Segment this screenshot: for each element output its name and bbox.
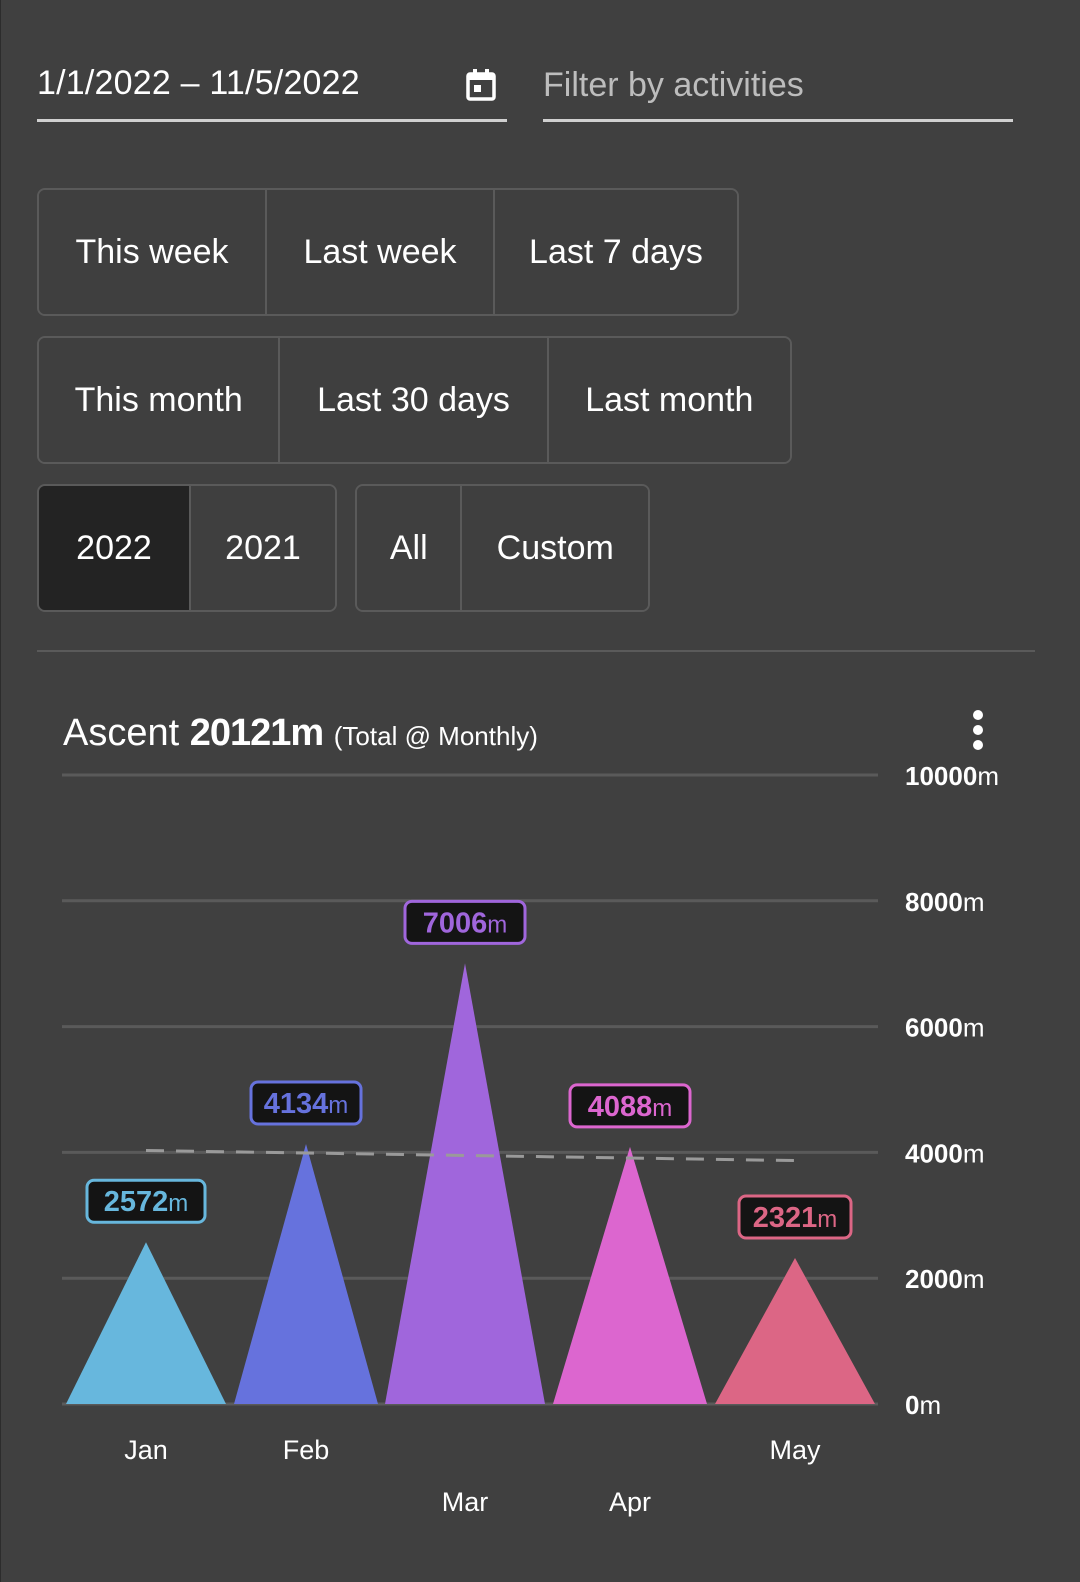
- data-label: 2572m: [104, 1186, 189, 1218]
- activity-filter-input[interactable]: [543, 62, 1003, 108]
- chart-subtitle: (Total @ Monthly): [333, 721, 538, 751]
- x-tick-label: Apr: [609, 1487, 651, 1517]
- bar-triangle: [234, 1143, 378, 1404]
- y-tick-label: 8000m: [905, 887, 985, 917]
- calendar-icon[interactable]: [465, 68, 497, 102]
- last-month-button[interactable]: Last month: [548, 338, 790, 462]
- date-range-field[interactable]: 1/1/2022 – 11/5/2022: [37, 50, 507, 122]
- y-tick-label: 4000m: [905, 1138, 985, 1168]
- more-vertical-icon[interactable]: [966, 710, 990, 758]
- year-2021-button[interactable]: 2021: [190, 486, 335, 610]
- quick-range-group-1: This week Last week Last 7 days: [37, 188, 739, 316]
- data-label-box: [85, 1178, 207, 1224]
- data-label: 7006m: [423, 907, 508, 939]
- left-edge: [0, 0, 1, 1582]
- x-tick-label: Feb: [283, 1435, 330, 1465]
- y-tick-label: 0m: [905, 1390, 941, 1420]
- all-button[interactable]: All: [357, 486, 463, 610]
- chart-title: Ascent 20121m (Total @ Monthly): [63, 712, 538, 755]
- last-30-days-button[interactable]: Last 30 days: [280, 338, 549, 462]
- all-custom-group: All Custom: [355, 484, 650, 612]
- x-tick-label: Mar: [442, 1487, 489, 1517]
- bar-triangle: [385, 963, 545, 1404]
- chart-total-value: 20121m: [189, 712, 324, 754]
- this-month-button[interactable]: This month: [39, 338, 281, 462]
- year-2022-button[interactable]: 2022: [39, 486, 191, 610]
- last-7-days-button[interactable]: Last 7 days: [495, 190, 737, 314]
- chart-metric-label: Ascent: [63, 712, 180, 754]
- bar-triangle: [553, 1146, 707, 1404]
- quick-range-group-2: This month Last 30 days Last month: [37, 336, 792, 464]
- date-range-value[interactable]: 1/1/2022 – 11/5/2022: [37, 64, 360, 102]
- y-tick-label: 6000m: [905, 1013, 985, 1043]
- last-week-button[interactable]: Last week: [267, 190, 495, 314]
- data-label-box: [568, 1083, 692, 1129]
- data-label-box: [403, 899, 527, 945]
- year-group: 2022 2021: [37, 484, 337, 612]
- x-tick-label: May: [769, 1435, 821, 1465]
- custom-button[interactable]: Custom: [462, 486, 648, 610]
- data-label-box: [249, 1080, 363, 1126]
- y-tick-label: 10000m: [905, 761, 999, 791]
- y-tick-label: 2000m: [905, 1264, 985, 1294]
- data-label: 2321m: [753, 1202, 838, 1234]
- activity-filter-field[interactable]: [543, 50, 1013, 122]
- bar-triangle: [66, 1242, 226, 1404]
- x-tick-label: Jan: [124, 1435, 168, 1465]
- data-label: 4088m: [588, 1091, 673, 1123]
- trend-line: [145, 1149, 796, 1163]
- section-divider: [37, 650, 1035, 652]
- data-label: 4134m: [264, 1088, 349, 1120]
- data-label-box: [737, 1194, 853, 1240]
- this-week-button[interactable]: This week: [39, 190, 267, 314]
- bar-triangle: [715, 1258, 875, 1404]
